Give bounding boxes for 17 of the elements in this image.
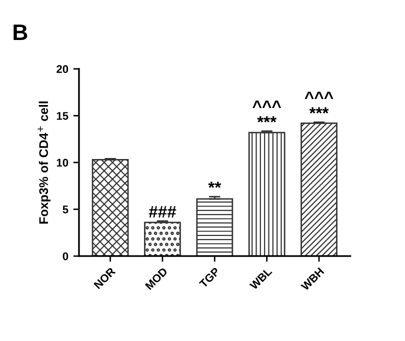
y-tick-label: 15	[56, 112, 68, 120]
bar	[92, 158, 129, 256]
bar	[144, 222, 181, 256]
y-tick-label: 5	[62, 206, 68, 214]
y-tick-label: 20	[56, 65, 68, 74]
x-tick-label: TGP	[198, 266, 220, 288]
annotation: **	[208, 182, 222, 188]
y-axis-title: Foxp3% of CD4$^{+}$ cell	[38, 102, 51, 224]
annotation: ###	[148, 206, 176, 218]
annotation: ^^^ ***	[304, 92, 334, 114]
bar	[300, 122, 338, 256]
y-tick-label: 0	[62, 252, 68, 260]
bar	[248, 132, 286, 256]
annotation: ^^^ ***	[252, 100, 282, 122]
bar	[196, 198, 234, 256]
y-tick-label: 10	[56, 158, 68, 167]
text: B	[14, 24, 28, 40]
